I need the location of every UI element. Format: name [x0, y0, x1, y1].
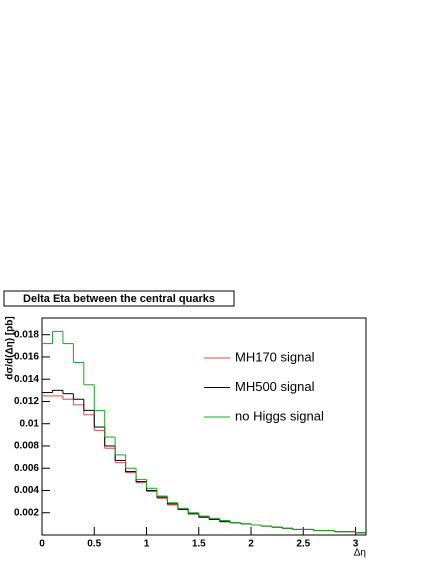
- y-tick-label: 0.006: [14, 463, 39, 474]
- y-tick-label: 0.002: [14, 507, 39, 518]
- legend-label: no Higgs signal: [235, 408, 324, 423]
- x-tick-label: 0.5: [87, 539, 101, 550]
- y-tick-label: 0.014: [14, 374, 39, 385]
- legend-label: MH500 signal: [235, 379, 315, 394]
- y-tick-label: 0.004: [14, 485, 39, 496]
- legend-label: MH170 signal: [235, 349, 315, 364]
- plot-frame: [41, 317, 367, 536]
- y-tick-label: 0.01: [20, 418, 40, 429]
- x-tick-label: 2: [248, 539, 254, 550]
- x-tick-label: 1: [144, 539, 150, 550]
- chart-title: Delta Eta between the central quarks: [23, 293, 215, 305]
- x-tick-label: 0: [39, 539, 45, 550]
- y-tick-label: 0.016: [14, 352, 39, 363]
- x-tick-label: 1.5: [192, 539, 206, 550]
- y-tick-label: 0.008: [14, 441, 39, 452]
- y-tick-label: 0.012: [14, 396, 39, 407]
- x-axis-label: Δη: [354, 548, 366, 559]
- title-box: [3, 290, 235, 307]
- x-tick-label: 2.5: [296, 539, 310, 550]
- x-tick-label: 3: [353, 539, 359, 550]
- y-axis-label: dσ/d(Δη) [pb]: [5, 316, 16, 379]
- y-tick-label: 0.018: [14, 329, 39, 340]
